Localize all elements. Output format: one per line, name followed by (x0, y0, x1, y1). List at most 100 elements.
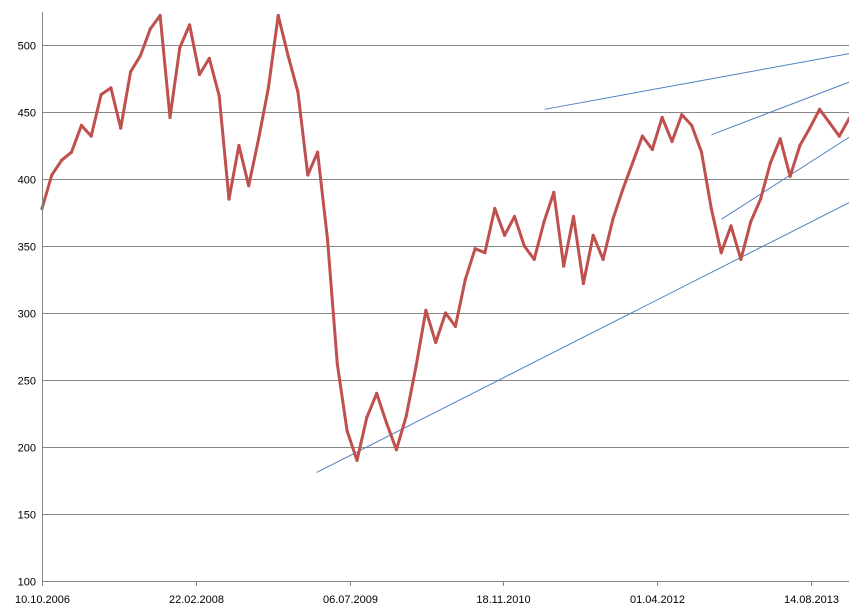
data-point (384, 421, 389, 425)
y-tick-label: 300 (18, 309, 36, 321)
data-point (99, 93, 103, 97)
axes: 100 150 200 250 300 350 400 450 500 10.10.2006 22.… (15, 12, 849, 606)
data-point (276, 13, 280, 18)
data-point (365, 415, 369, 420)
data-point (69, 150, 74, 154)
data-point (89, 134, 93, 138)
data-point (237, 143, 241, 148)
data-point (670, 139, 674, 144)
data-point (581, 281, 586, 286)
data-point (227, 197, 231, 201)
data-point (493, 206, 497, 211)
x-tick-label: 22.02.2008 (169, 594, 224, 606)
y-tick-label: 100 (18, 577, 36, 589)
y-tick-label: 200 (18, 443, 36, 455)
trendline-2 (316, 202, 849, 473)
data-point (109, 86, 113, 90)
data-point (79, 123, 83, 127)
data-point (424, 308, 428, 312)
gridlines (42, 45, 849, 515)
data-point (306, 173, 310, 177)
data-point (778, 137, 782, 141)
x-tick-label: 10.10.2006 (15, 594, 70, 606)
data-point (749, 220, 753, 224)
data-point (158, 13, 162, 18)
x-tick-label: 18.11.2010 (476, 594, 530, 606)
data-point (571, 214, 576, 219)
data-point (286, 54, 290, 58)
data-point (601, 257, 605, 261)
data-point (414, 365, 418, 369)
trendline-annotations (316, 53, 849, 473)
y-tick-label: 400 (18, 175, 36, 187)
data-point (247, 184, 251, 188)
data-point (739, 257, 743, 261)
data-point (818, 107, 822, 111)
data-point (788, 174, 792, 178)
data-point (355, 458, 359, 462)
series-layer (40, 13, 849, 462)
data-point (621, 188, 625, 192)
data-point (729, 224, 733, 228)
data-point (129, 70, 133, 74)
data-point (759, 197, 763, 201)
data-point (217, 94, 221, 98)
data-point (316, 150, 320, 154)
y-tick-label: 450 (18, 108, 36, 120)
data-point (503, 233, 507, 237)
trendline-1 (544, 53, 849, 110)
data-point (611, 217, 615, 221)
data-point (50, 173, 54, 177)
data-point (257, 137, 261, 141)
x-tick-label: 14.08.2013 (784, 594, 839, 606)
series-line (40, 14, 849, 462)
data-point (483, 251, 487, 255)
data-point (768, 161, 773, 165)
data-point (404, 414, 408, 418)
data-point (709, 206, 713, 211)
trendline-3 (711, 81, 849, 136)
y-tick-label: 150 (18, 510, 36, 522)
x-tick-label: 01.04.2012 (630, 594, 685, 606)
data-point (522, 244, 526, 248)
y-tick-label: 350 (18, 242, 36, 254)
data-point (562, 264, 566, 268)
data-point (512, 214, 517, 219)
data-point (335, 362, 339, 366)
data-point (296, 90, 300, 94)
data-point (453, 324, 457, 328)
data-point (197, 72, 202, 77)
data-point (591, 233, 595, 237)
data-point (394, 448, 398, 452)
data-point (719, 251, 723, 255)
x-tick-label: 06.07.2009 (323, 594, 378, 606)
data-point (680, 113, 684, 117)
data-point (631, 161, 635, 165)
data-point (650, 147, 654, 152)
data-point (188, 23, 192, 27)
data-point (552, 190, 556, 194)
data-point (532, 257, 536, 261)
data-point (207, 56, 211, 61)
data-point (463, 277, 467, 282)
data-point (138, 54, 142, 58)
data-point (444, 311, 448, 315)
data-point (434, 340, 438, 345)
data-point (148, 27, 152, 31)
data-point (345, 429, 349, 433)
data-point (690, 123, 694, 127)
y-tick-label: 250 (18, 376, 36, 388)
y-tick-label: 500 (18, 41, 36, 53)
data-point (266, 86, 270, 90)
data-point (60, 158, 64, 162)
data-point (640, 134, 645, 138)
data-point (798, 143, 802, 148)
data-point (542, 220, 546, 224)
data-point (660, 115, 664, 119)
data-point (808, 126, 812, 130)
data-point (325, 237, 330, 241)
data-point (119, 126, 123, 130)
data-point (837, 134, 841, 138)
trendline-4 (721, 136, 849, 220)
